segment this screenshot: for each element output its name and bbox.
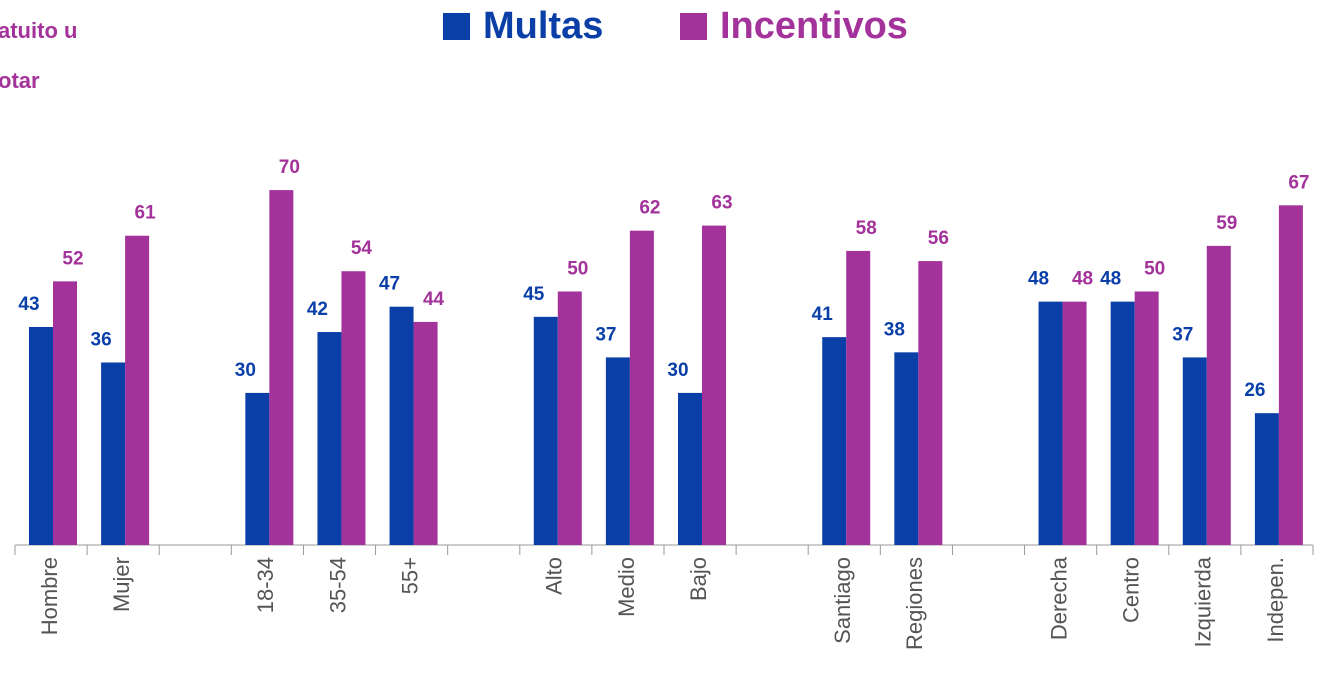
data-label: 38 <box>884 319 905 340</box>
x-tick-label: 18-34 <box>253 557 278 613</box>
data-label: 48 <box>1072 269 1093 290</box>
bar <box>557 291 582 545</box>
x-tick-label: Alto <box>542 557 567 595</box>
bar <box>317 332 342 545</box>
data-label: 48 <box>1028 269 1049 290</box>
x-tick-label: Hombre <box>37 557 62 635</box>
legend-label: Incentivos <box>720 5 908 47</box>
data-label: 48 <box>1100 269 1121 290</box>
data-label: 67 <box>1288 172 1309 193</box>
x-tick-label: Regiones <box>902 557 927 650</box>
x-tick-label: 35-54 <box>325 557 350 613</box>
x-tick-label: 55+ <box>397 557 422 594</box>
data-label: 45 <box>523 284 545 305</box>
bar <box>533 316 558 545</box>
bar <box>245 392 270 545</box>
data-label: 61 <box>135 203 157 224</box>
data-label: 44 <box>423 289 445 310</box>
data-label: 26 <box>1244 380 1265 401</box>
bar <box>413 321 438 545</box>
data-label: 56 <box>928 228 949 249</box>
x-tick-label: Indepen. <box>1263 557 1288 643</box>
annotation: atuito u otar <box>0 18 77 93</box>
data-label: 47 <box>379 274 400 295</box>
bar <box>1038 301 1063 545</box>
bar <box>101 362 126 545</box>
data-label: 54 <box>351 238 373 259</box>
bar <box>29 326 53 545</box>
data-label: 70 <box>279 157 300 178</box>
x-tick-label: Bajo <box>686 557 711 601</box>
bar <box>53 281 77 545</box>
bar <box>341 271 366 545</box>
data-label: 52 <box>62 248 83 269</box>
x-tick-label: Centro <box>1119 557 1144 623</box>
annotation-line: otar <box>0 68 40 93</box>
data-label: 58 <box>856 218 877 239</box>
legend-label: Multas <box>483 5 603 47</box>
bar <box>1062 301 1087 545</box>
bar <box>678 392 702 545</box>
data-label: 37 <box>1172 324 1193 345</box>
bar <box>605 357 630 545</box>
data-label: 37 <box>595 324 616 345</box>
bar <box>1182 357 1207 545</box>
data-label: 42 <box>307 299 328 320</box>
bar <box>269 190 294 545</box>
data-label: 50 <box>1144 259 1165 280</box>
legend-swatch <box>680 13 707 40</box>
data-label: 30 <box>667 360 688 381</box>
x-tick-label: Santiago <box>830 557 855 644</box>
data-label: 36 <box>91 329 112 350</box>
x-tick-label: Mujer <box>109 557 134 612</box>
bar <box>1134 291 1159 545</box>
x-tick-label: Derecha <box>1046 556 1071 640</box>
data-label: 41 <box>812 304 834 325</box>
data-label: 43 <box>18 294 39 315</box>
bar <box>822 337 847 545</box>
annotation-line: atuito u <box>0 18 77 43</box>
bar <box>629 230 654 545</box>
bar <box>1110 301 1135 545</box>
data-label: 50 <box>567 259 588 280</box>
data-label: 62 <box>639 198 660 219</box>
x-tick-label: Medio <box>614 557 639 617</box>
bar <box>1206 245 1231 545</box>
x-tick-label: Izquierda <box>1191 556 1216 647</box>
data-label: 30 <box>235 360 256 381</box>
data-label: 59 <box>1216 213 1237 234</box>
bar <box>846 250 871 545</box>
bar <box>389 306 414 545</box>
bar <box>1254 413 1279 545</box>
legend-swatch <box>443 13 470 40</box>
bar <box>918 261 943 545</box>
bar <box>702 225 726 545</box>
bar <box>125 235 150 546</box>
bar <box>894 352 919 545</box>
data-label: 63 <box>711 193 732 214</box>
bar <box>1278 205 1303 545</box>
